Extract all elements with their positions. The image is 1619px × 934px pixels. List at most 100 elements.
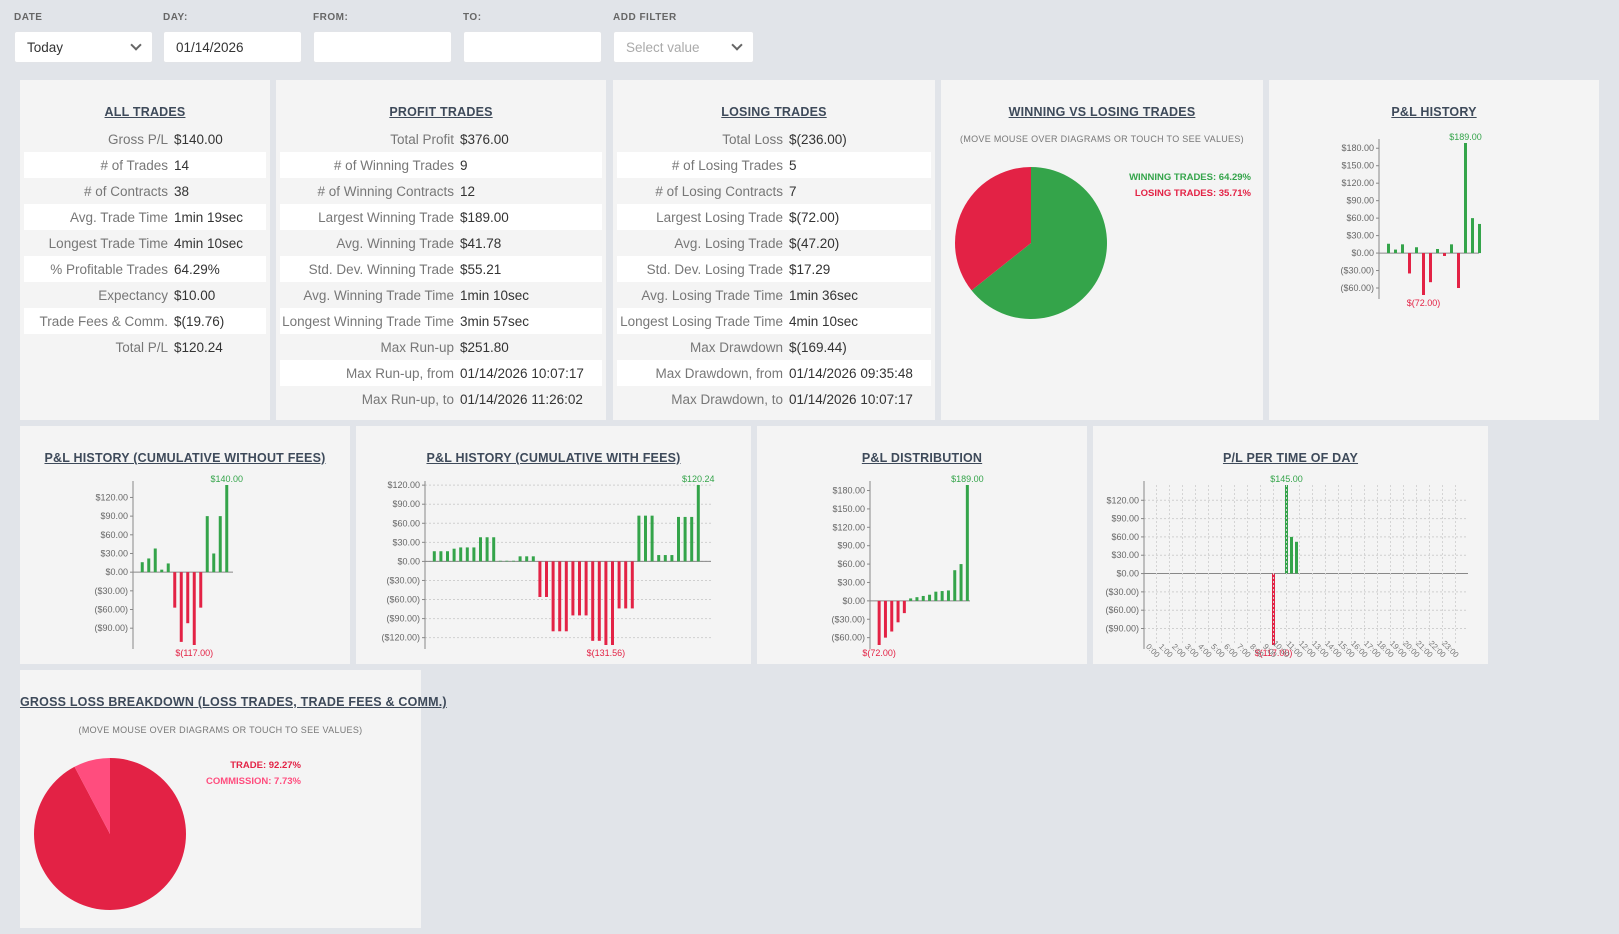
bar (1295, 541, 1298, 574)
win-loss-title[interactable]: WINNING VS LOSING TRADES (1008, 105, 1196, 119)
win-loss-pie-chart[interactable]: WINNING TRADES: 64.29% LOSING TRADES: 35.… (941, 80, 1263, 420)
bar (186, 572, 190, 624)
bar (1478, 223, 1481, 254)
stat-label: Std. Dev. Winning Trade (308, 261, 454, 277)
stat-label: Avg. Winning Trade (336, 235, 454, 251)
stat-row: Max Drawdown, from 01/14/2026 09:35:48 (617, 360, 931, 386)
stat-row: Gross P/L $140.00 (24, 126, 266, 152)
stat-value: $(47.20) (789, 235, 840, 251)
chevron-down-icon (130, 38, 142, 51)
y-tick-label: $60.00 (392, 518, 420, 528)
y-tick-label: ($60.00) (386, 595, 420, 605)
stat-label: Longest Losing Trade Time (620, 313, 783, 329)
losing-trades-title[interactable]: LOSING TRADES (721, 105, 827, 119)
stat-label: Max Run-up, to (361, 391, 454, 407)
time-of-day-bar-chart[interactable]: $120.00 $90.00 $60.00 $30.00 $0.00 ($30.00) ($… (1093, 426, 1488, 664)
max-value-label: $189.00 (951, 474, 984, 484)
y-tick-label: $0.00 (105, 567, 128, 577)
stat-row: Avg. Winning Trade $41.78 (280, 230, 602, 256)
bar (909, 598, 913, 601)
y-tick-label: $0.00 (842, 596, 865, 606)
pl-history-panel: P&L HISTORY $180.00 $150.00 $120.00 $90.00 $… (1269, 80, 1599, 420)
pl-history-title[interactable]: P&L HISTORY (1391, 105, 1477, 119)
stat-label: Max Drawdown, to (671, 391, 783, 407)
add-filter-select[interactable]: Select value (613, 31, 754, 63)
stat-row: Max Drawdown, to 01/14/2026 10:07:17 (617, 386, 931, 412)
cum-no-fees-bar-chart[interactable]: $120.00 $90.00 $60.00 $30.00 $0.00 ($30.00) ($… (20, 426, 350, 664)
bar (677, 516, 680, 562)
y-tick-label: $90.00 (1111, 514, 1139, 524)
time-of-day-title[interactable]: P/L PER TIME OF DAY (1222, 451, 1359, 465)
stat-row: # of Losing Contracts 7 (617, 178, 931, 204)
y-tick-label: $90.00 (837, 541, 865, 551)
stat-value: 1min 36sec (789, 287, 859, 303)
stat-row: # of Winning Contracts 12 (280, 178, 602, 204)
stat-value: $41.78 (460, 235, 502, 251)
cum-fees-bar-chart[interactable]: $120.00 $90.00 $60.00 $30.00 $0.00 ($30.00) ($… (356, 426, 751, 664)
stat-row: Largest Winning Trade $189.00 (280, 204, 602, 230)
stat-row: Total Profit $376.00 (280, 126, 602, 152)
y-tick-label: $120.00 (832, 522, 865, 532)
stat-label: Trade Fees & Comm. (39, 313, 168, 329)
x-tick-label: 4:00 (1196, 642, 1214, 660)
bar (1401, 244, 1404, 254)
pl-history-bar-chart[interactable]: $180.00 $150.00 $120.00 $90.00 $60.00 $30.00 $… (1269, 80, 1599, 420)
bar (896, 600, 900, 623)
y-tick-label: $180.00 (1341, 143, 1374, 153)
bar (597, 561, 601, 641)
bar (498, 560, 502, 562)
bar (1394, 249, 1397, 254)
to-input[interactable] (463, 31, 602, 63)
y-tick-label: ($30.00) (831, 614, 865, 624)
day-input-value: 01/14/2026 (176, 39, 244, 55)
bar (564, 561, 568, 632)
y-tick-label: ($90.00) (1105, 624, 1139, 634)
stat-value: 4min 10sec (174, 235, 244, 251)
stat-row: Trade Fees & Comm. $(19.76) (24, 308, 266, 334)
date-select[interactable]: Today (14, 31, 153, 63)
stat-row: Longest Trade Time 4min 10sec (24, 230, 266, 256)
y-tick-label: ($30.00) (386, 575, 420, 585)
distribution-panel: P&L DISTRIBUTION $180.00 $150.00 $120.00 $9… (757, 426, 1087, 664)
stat-row: Avg. Losing Trade Time 1min 36sec (617, 282, 931, 308)
cum-no-fees-title[interactable]: P&L HISTORY (CUMULATIVE WITHOUT FEES) (44, 451, 326, 465)
stat-value: 1min 19sec (174, 209, 244, 225)
day-input[interactable]: 01/14/2026 (163, 31, 302, 63)
stat-row: # of Contracts 38 (24, 178, 266, 204)
stat-value: 01/14/2026 11:26:02 (460, 391, 583, 407)
stat-row: Longest Losing Trade Time 4min 10sec (617, 308, 931, 334)
stat-row: Std. Dev. Losing Trade $17.29 (617, 256, 931, 282)
cum-fees-title[interactable]: P&L HISTORY (CUMULATIVE WITH FEES) (426, 451, 681, 465)
stat-row: Avg. Losing Trade $(47.20) (617, 230, 931, 256)
stat-row: # of Trades 14 (24, 152, 266, 178)
bar (485, 537, 489, 562)
gross-loss-pie-chart[interactable]: TRADE: 92.27% COMMISSION: 7.73% (20, 670, 421, 928)
profit-trades-title[interactable]: PROFIT TRADES (389, 105, 493, 119)
stat-label: # of Winning Contracts (317, 183, 454, 199)
y-tick-label: $120.00 (95, 492, 128, 502)
x-tick-label: 0:00 (1144, 642, 1162, 660)
bar (644, 515, 647, 562)
stat-value: $(19.76) (174, 313, 225, 329)
bar (505, 560, 509, 562)
y-tick-label: $120.00 (1106, 495, 1139, 505)
bar (205, 516, 209, 573)
bar (1422, 253, 1425, 295)
stat-label: # of Winning Trades (333, 157, 454, 173)
stat-value: 64.29% (174, 261, 220, 277)
all-trades-title[interactable]: ALL TRADES (104, 105, 186, 119)
bar (696, 485, 700, 562)
stat-value: $55.21 (460, 261, 502, 277)
from-input[interactable] (313, 31, 452, 63)
stat-label: Expectancy (98, 287, 168, 303)
distribution-title[interactable]: P&L DISTRIBUTION (861, 451, 983, 465)
y-tick-label: $90.00 (1346, 196, 1374, 206)
bar (459, 547, 463, 562)
gross-loss-title[interactable]: GROSS LOSS BREAKDOWN (LOSS TRADES, TRADE… (20, 695, 447, 709)
distribution-bar-chart[interactable]: $180.00 $150.00 $120.00 $90.00 $60.00 $30.00 $… (757, 426, 1087, 664)
y-tick-label: $90.00 (100, 511, 128, 521)
stat-label: Avg. Winning Trade Time (303, 287, 454, 303)
stat-value: $251.80 (460, 339, 509, 355)
stat-row: Avg. Trade Time 1min 19sec (24, 204, 266, 230)
x-tick-label: 2:00 (1170, 642, 1188, 660)
